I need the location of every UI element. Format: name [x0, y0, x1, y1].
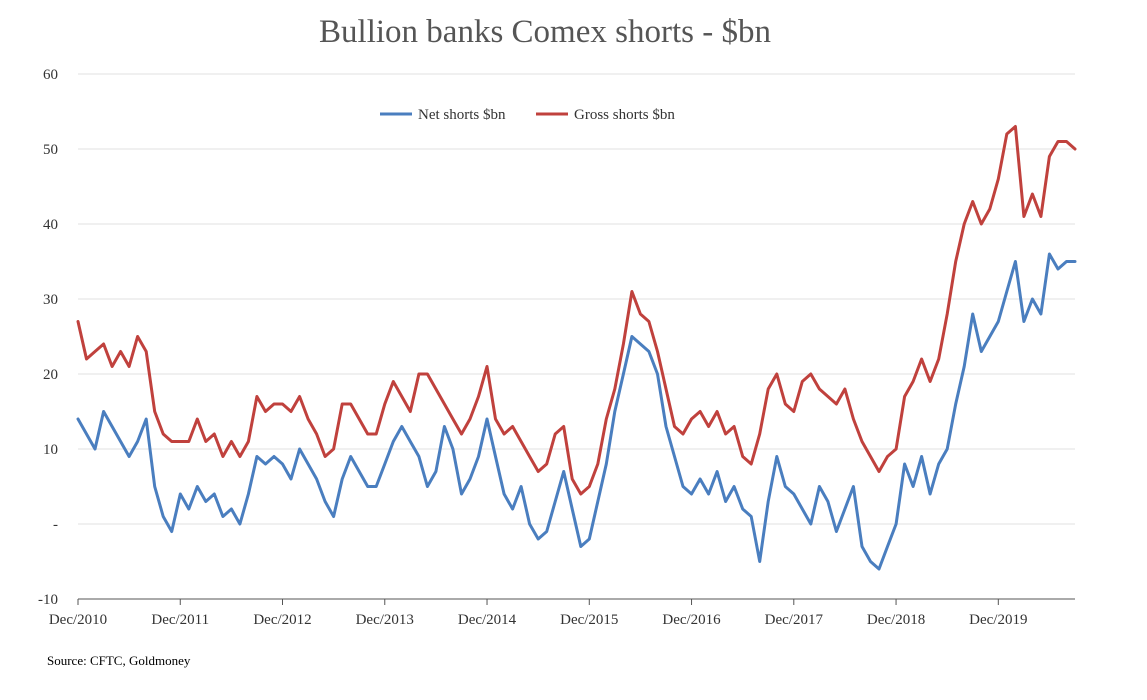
legend: Net shorts $bn Gross shorts $bn [380, 107, 675, 123]
x-tick-label: Dec/2015 [560, 612, 618, 628]
x-tick-label: Dec/2014 [458, 612, 517, 628]
chart-title: Bullion banks Comex shorts - $bn [319, 14, 771, 50]
y-tick-label: 40 [43, 217, 58, 233]
series-line-gross-shorts [76, 125, 1077, 496]
y-tick-label: -10 [38, 592, 58, 608]
y-tick-label: 20 [43, 367, 58, 383]
x-tick-label: Dec/2010 [49, 612, 107, 628]
y-tick-label: 60 [43, 67, 58, 83]
x-tick-label: Dec/2019 [969, 612, 1027, 628]
y-tick-label: - [53, 517, 58, 533]
y-tick-label: 10 [43, 442, 58, 458]
y-tick-label: 50 [43, 142, 58, 158]
x-axis: Dec/2010 Dec/2011 Dec/2012 Dec/2013 Dec/2014… [49, 598, 1075, 628]
y-axis: 60 50 40 30 20 10 - -10 [38, 67, 58, 608]
x-tick-label: Dec/2018 [867, 612, 925, 628]
series-lines [76, 125, 1077, 571]
legend-label-gross-shorts: Gross shorts $bn [574, 107, 675, 123]
source-note: Source: CFTC, Goldmoney [47, 653, 191, 668]
series-line-net-shorts [76, 252, 1077, 571]
y-tick-label: 30 [43, 292, 58, 308]
x-tick-label: Dec/2016 [662, 612, 721, 628]
gridlines [78, 73, 1075, 600]
x-tick-label: Dec/2011 [151, 612, 209, 628]
x-tick-label: Dec/2013 [356, 612, 414, 628]
x-tick-label: Dec/2017 [765, 612, 824, 628]
legend-label-net-shorts: Net shorts $bn [418, 107, 506, 123]
x-tick-label: Dec/2012 [253, 612, 311, 628]
